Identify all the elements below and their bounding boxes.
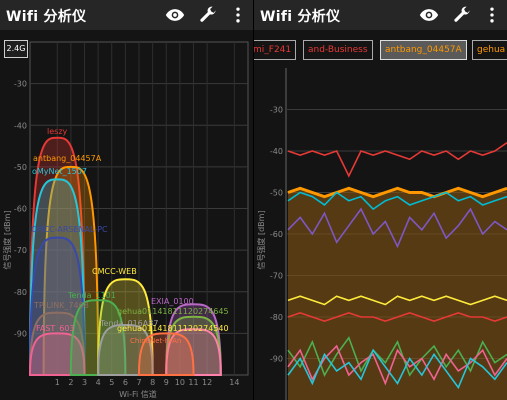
label-gehua-2: gehua01141811120274540 [117, 324, 229, 333]
left-panel: Wifi 分析仪 2.4G 信号强度 [dBm] Wi-Fi 信道 -30 -40… [0, 0, 253, 400]
y-tick-label: -90 [270, 355, 283, 364]
x-tick-label: 12 [202, 378, 212, 387]
y-tick-label: -30 [14, 80, 27, 89]
y-tick-label: -50 [14, 163, 27, 172]
x-tick-label: 9 [164, 378, 169, 387]
label-arsenal: CMCC-ARSENAL-PC [31, 225, 108, 234]
label-chinanet: ChinaNet-hrAn [130, 337, 181, 345]
x-tick-label: 1 [55, 378, 60, 387]
x-tick-label: 5 [109, 378, 114, 387]
app-bar: Wifi 分析仪 [254, 0, 507, 30]
label-cmcc-web: CMCC-WEB [92, 267, 137, 276]
x-axis-label: Wi-Fi 信道 [119, 389, 157, 399]
x-tick-label: 11 [188, 378, 198, 387]
signal-history-line [287, 348, 507, 390]
y-tick-label: -40 [270, 147, 283, 156]
y-tick-label: -60 [14, 205, 27, 214]
signal-history-line [287, 336, 507, 377]
signal-history-line [287, 207, 507, 249]
x-tick-label: 8 [150, 378, 155, 387]
wrench-icon[interactable] [198, 5, 218, 25]
y-tick-label: -50 [270, 189, 283, 198]
label-tenda-016a87: Tenda_016A87 [99, 319, 158, 328]
label-tplink: TP-LINK_7468 [33, 301, 89, 310]
y-tick-label: -80 [270, 313, 283, 322]
ssid-chip[interactable]: and-Business [303, 40, 373, 60]
x-tick-label: 6 [123, 378, 128, 387]
y-axis-label: 信号强度 [dBm] [256, 210, 266, 269]
ssid-chip[interactable]: mi_F241 [254, 40, 297, 60]
more-vert-icon[interactable] [228, 5, 248, 25]
app-bar: Wifi 分析仪 [0, 0, 253, 30]
label-fast: FAST_603 [36, 324, 75, 333]
x-tick-label: 3 [82, 378, 87, 387]
label-tenda-1101: Tenda_1101 [67, 291, 116, 300]
channel-graph: 信号强度 [dBm] Wi-Fi 信道 -30 -40 -50 -60 -70 -80 -9… [2, 41, 249, 399]
ssid-chip-selected[interactable]: antbang_04457A [380, 40, 467, 60]
y-tick-label: -60 [270, 230, 283, 239]
x-tick-label: 10 [175, 378, 185, 387]
time-graph: 信号强度 [dBm] -30 -40 -50 -60 -70 -80 -90 [256, 68, 507, 400]
signal-history-line [287, 344, 507, 386]
y-tick-label: -70 [14, 246, 27, 255]
signal-history-line [287, 191, 507, 211]
x-tick-label: 4 [96, 378, 101, 387]
app-title: Wifi 分析仪 [260, 9, 341, 25]
label-leszy: leszy [47, 127, 68, 136]
signal-curve [138, 332, 195, 376]
y-tick-label: -90 [14, 329, 27, 338]
eye-icon[interactable] [165, 5, 185, 25]
signal-curve [165, 328, 222, 376]
y-tick-label: -70 [270, 272, 283, 281]
x-tick-label: 14 [229, 378, 239, 387]
more-vert-icon[interactable] [482, 5, 502, 25]
y-tick-label: -30 [270, 106, 283, 115]
signal-curve [29, 178, 86, 376]
label-exia: EXIA_0100 [151, 297, 194, 306]
label-omynet: oMyNet_1507 [32, 167, 87, 176]
y-axis-label: 信号强度 [dBm] [2, 210, 12, 269]
x-tick-label: 2 [68, 378, 73, 387]
right-panel: Wifi 分析仪 mi_F241 and-Business antbang_04… [254, 0, 507, 400]
signal-curve [29, 236, 86, 376]
band-tab-2-4g[interactable]: 2.4G [4, 40, 28, 58]
signal-history-line [287, 142, 507, 178]
signal-curve [69, 299, 127, 376]
ssid-chip[interactable]: gehua [472, 40, 507, 60]
eye-icon[interactable] [419, 5, 439, 25]
signal-history-line [287, 295, 507, 306]
label-gehua-1: gehua01141811120274645 [117, 307, 229, 316]
x-tick-label: 7 [136, 378, 141, 387]
wrench-icon[interactable] [452, 5, 472, 25]
app-title: Wifi 分析仪 [6, 9, 87, 25]
label-antbang: antbang_04457A [33, 154, 102, 163]
y-tick-label: -80 [14, 288, 27, 297]
signal-history-line [287, 186, 507, 199]
signal-history-line [287, 312, 507, 322]
y-tick-label: -40 [14, 121, 27, 130]
